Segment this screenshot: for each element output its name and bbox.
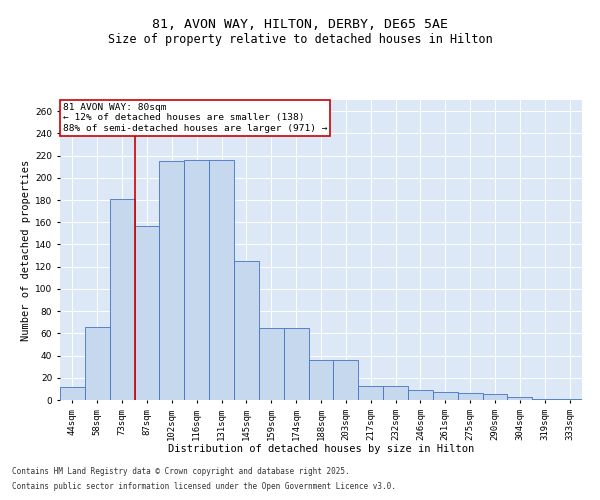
Bar [284,328,308,400]
Text: Contains HM Land Registry data © Crown copyright and database right 2025.: Contains HM Land Registry data © Crown c… [12,467,350,476]
Bar [85,326,110,400]
Bar [508,396,532,400]
Bar [110,199,134,400]
Y-axis label: Number of detached properties: Number of detached properties [21,160,31,340]
Bar [184,160,209,400]
Bar [532,399,557,400]
Bar [557,399,582,400]
Text: 81 AVON WAY: 80sqm
← 12% of detached houses are smaller (138)
88% of semi-detach: 81 AVON WAY: 80sqm ← 12% of detached hou… [62,103,327,133]
Bar [383,386,408,400]
Bar [334,360,358,400]
Bar [209,160,234,400]
Text: 81, AVON WAY, HILTON, DERBY, DE65 5AE: 81, AVON WAY, HILTON, DERBY, DE65 5AE [152,18,448,30]
Bar [308,360,334,400]
Bar [234,261,259,400]
Bar [60,386,85,400]
Text: Contains public sector information licensed under the Open Government Licence v3: Contains public sector information licen… [12,482,396,491]
Bar [408,390,433,400]
Bar [482,394,508,400]
Bar [358,386,383,400]
Bar [458,394,482,400]
Text: Size of property relative to detached houses in Hilton: Size of property relative to detached ho… [107,32,493,46]
X-axis label: Distribution of detached houses by size in Hilton: Distribution of detached houses by size … [168,444,474,454]
Bar [259,328,284,400]
Bar [433,392,458,400]
Bar [134,226,160,400]
Bar [160,161,184,400]
